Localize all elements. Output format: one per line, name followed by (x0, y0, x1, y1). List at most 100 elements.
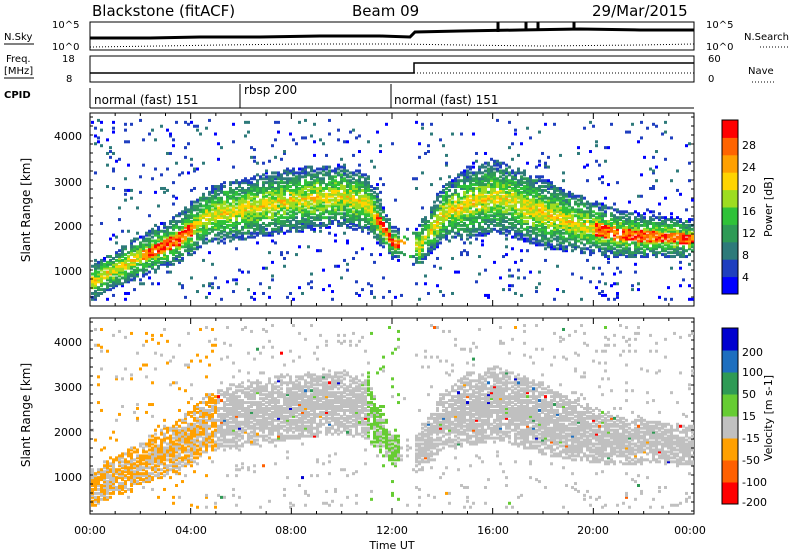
power-cell (175, 120, 178, 124)
power-cell (514, 181, 517, 185)
power-cell (625, 130, 628, 134)
power-cell (247, 218, 250, 222)
power-cell (364, 190, 367, 194)
power-cell (199, 214, 202, 218)
power-cell (298, 120, 301, 124)
power-cell (490, 183, 493, 187)
power-cell (160, 243, 163, 247)
power-cell (283, 177, 286, 181)
power-cell (439, 138, 442, 142)
power-cell (610, 218, 613, 222)
power-cell (190, 229, 193, 233)
power-cell (343, 200, 346, 204)
power-cell (202, 161, 205, 165)
power-cell (202, 284, 205, 288)
power-cell (190, 231, 193, 235)
power-cell (190, 206, 193, 210)
power-cell (136, 247, 139, 251)
power-cell (199, 245, 202, 249)
power-cell (271, 221, 274, 225)
power-cell (466, 165, 469, 169)
power-cell (205, 200, 208, 204)
power-cell (304, 208, 307, 212)
power-cell (352, 206, 355, 210)
power-cell (187, 241, 190, 245)
power-cell (592, 218, 595, 222)
power-cell (358, 171, 361, 175)
power-cell (538, 175, 541, 179)
power-cell (430, 206, 433, 210)
power-cell (679, 218, 682, 222)
power-cell (187, 233, 190, 237)
power-cell (352, 216, 355, 220)
power-cell (298, 188, 301, 192)
power-cell (604, 210, 607, 214)
power-cell (244, 214, 247, 218)
power-cell (412, 255, 415, 259)
power-cell (196, 167, 199, 171)
power-cell (544, 247, 547, 251)
power-cell (601, 225, 604, 229)
power-cell (361, 229, 364, 233)
power-cell (169, 134, 172, 138)
power-cell (595, 140, 598, 144)
power-cell (361, 212, 364, 216)
power-cell (313, 198, 316, 202)
power-cell (292, 218, 295, 222)
power-cell (295, 196, 298, 200)
power-cell (256, 208, 259, 212)
power-cell (316, 192, 319, 196)
power-cell (145, 256, 148, 260)
power-cell (391, 233, 394, 237)
power-cell (295, 208, 298, 212)
power-cell (247, 120, 250, 124)
power-cell (640, 120, 643, 124)
power-cell (283, 256, 286, 260)
power-cell (163, 251, 166, 255)
power-cell (247, 190, 250, 194)
power-cell (118, 218, 121, 222)
power-cell (220, 210, 223, 214)
power-cell (181, 284, 184, 288)
power-cell (511, 175, 514, 179)
power-cell (280, 186, 283, 190)
power-cell (94, 264, 97, 268)
power-cell (223, 221, 226, 225)
power-cell (544, 188, 547, 192)
power-cell (244, 218, 247, 222)
power-cell (202, 192, 205, 196)
power-cell (301, 225, 304, 229)
power-cell (436, 229, 439, 233)
power-cell (106, 138, 109, 142)
power-cell (187, 249, 190, 253)
power-cell (547, 165, 550, 169)
power-cell (172, 249, 175, 253)
power-cell (505, 253, 508, 257)
power-cell (319, 167, 322, 171)
power-cell (316, 200, 319, 204)
power-cell (286, 200, 289, 204)
power-cell (343, 188, 346, 192)
power-cell (133, 264, 136, 268)
power-cell (595, 144, 598, 148)
power-cell (334, 175, 337, 179)
power-cell (532, 221, 535, 225)
power-cell (304, 186, 307, 190)
noise-search-line (89, 43, 695, 48)
power-cell (166, 258, 169, 262)
power-cell (133, 262, 136, 266)
power-cell (292, 204, 295, 208)
power-cell (352, 210, 355, 214)
power-cell (520, 171, 523, 175)
power-cell (625, 225, 628, 229)
power-cell (220, 229, 223, 233)
power-cell (376, 204, 379, 208)
power-cell (190, 220, 193, 224)
power-cell (616, 282, 619, 286)
power-cell (496, 167, 499, 171)
power-cell (616, 208, 619, 212)
power-cell (112, 272, 115, 276)
power-cell (238, 196, 241, 200)
power-cell (211, 185, 214, 189)
power-cell (196, 214, 199, 218)
